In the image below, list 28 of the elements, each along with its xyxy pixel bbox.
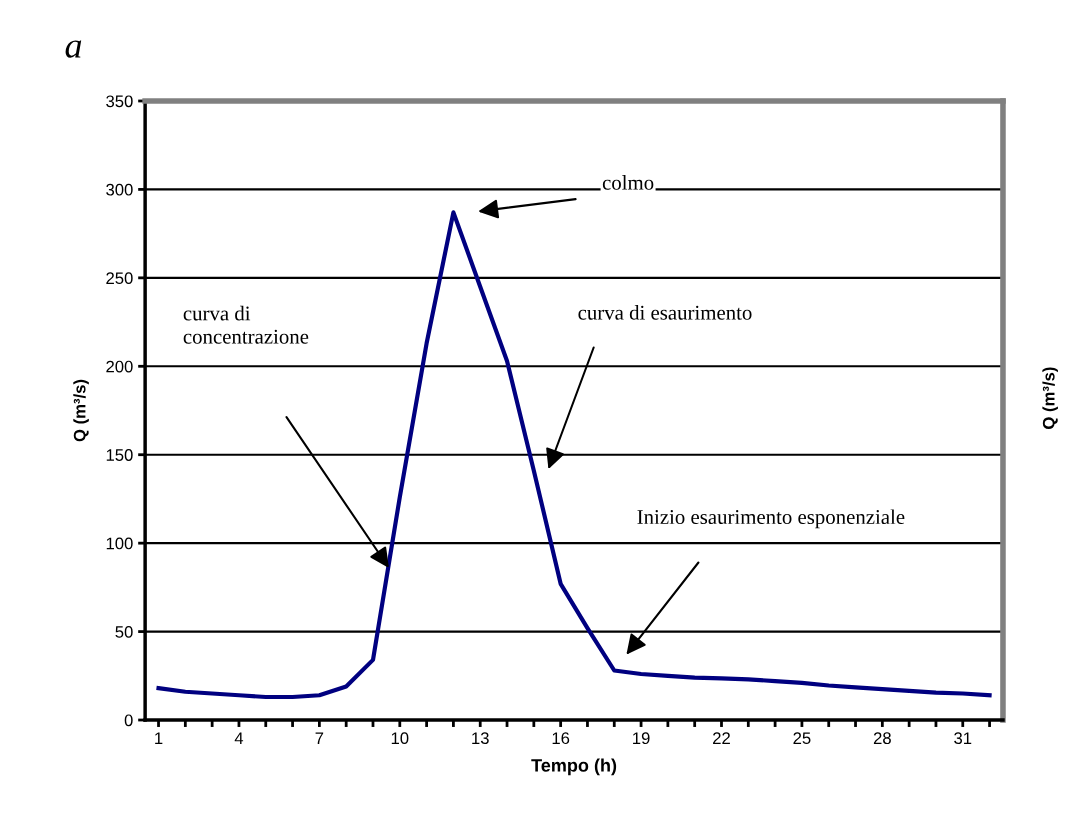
chart-title: a [65, 40, 82, 58]
x-tick-label: 25 [793, 732, 811, 745]
x-axis-title: Tempo (h) [531, 758, 617, 776]
y-tick-label: 150 [106, 449, 133, 461]
y-tick-label: 50 [115, 625, 133, 638]
x-tick-label: 10 [391, 732, 409, 745]
y-tick-label: 350 [106, 95, 133, 108]
x-tick-label: 28 [873, 732, 891, 745]
annotation: colmo [602, 175, 654, 190]
x-tick-label: 19 [633, 732, 650, 745]
x-tick-label: 13 [472, 732, 489, 745]
x-tick-label: 22 [713, 732, 730, 744]
x-tick-label: 16 [552, 732, 570, 745]
y2-axis-title: Q (m³/s) [1042, 367, 1058, 429]
x-tick-label: 1 [155, 732, 163, 744]
x-tick-label: 7 [315, 732, 324, 744]
line-series [156, 210, 992, 700]
y-tick-label: 0 [124, 714, 133, 727]
y-tick-label: 300 [106, 183, 133, 196]
annotation: Inizio esaurimento esponenziale [637, 509, 905, 529]
y-tick-label: 100 [106, 537, 133, 550]
annotation: curva di esaurimento [578, 305, 752, 320]
annotation: curva di concentrazione [183, 305, 309, 344]
y-axis-title: Q (m³/s) [73, 379, 89, 442]
x-tick-label: 31 [954, 732, 972, 745]
y-tick-label: 200 [106, 360, 133, 373]
x-tick-label: 4 [234, 732, 244, 744]
y-tick-label: 250 [106, 272, 133, 285]
